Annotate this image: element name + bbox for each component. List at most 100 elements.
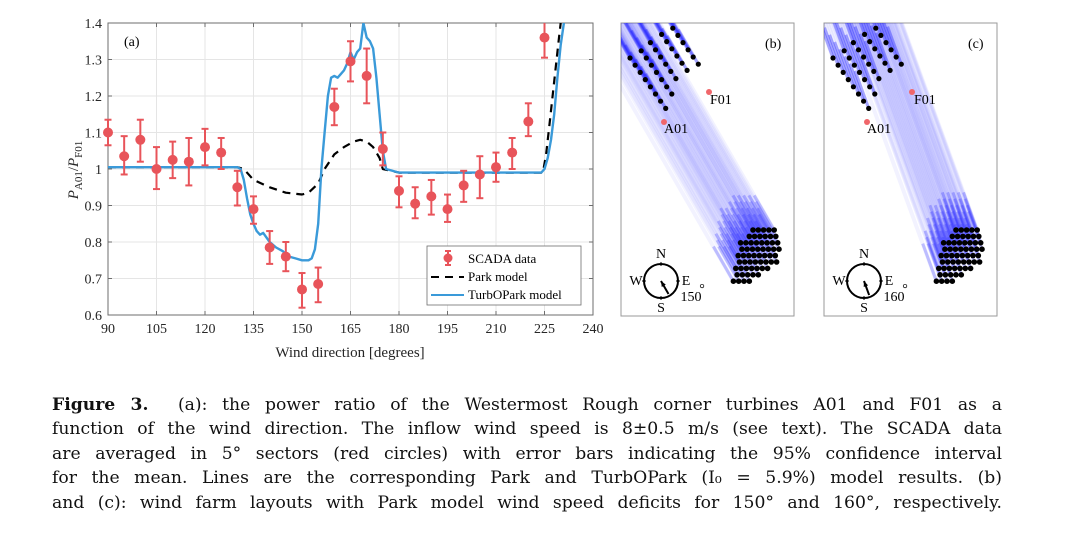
wake-line: [631, 23, 755, 232]
turbine: [764, 240, 770, 246]
wake-line-near: [858, 23, 867, 35]
turbine: [855, 47, 862, 53]
wake-line: [631, 23, 774, 264]
turbine: [893, 54, 899, 60]
wake-line: [626, 23, 664, 81]
scada-point: [313, 266, 324, 304]
turbine: [652, 91, 659, 97]
wake-line: [857, 23, 952, 270]
turbine: [951, 240, 957, 246]
turbine: [642, 77, 648, 83]
caption-line-3: are averaged in 5° sectors (red circles)…: [52, 443, 1002, 464]
turbine: [877, 53, 883, 59]
scada-marker: [345, 56, 356, 67]
turbine: [955, 259, 962, 265]
turbine: [830, 55, 836, 61]
wake-line: [883, 23, 965, 238]
legend-item-scada: SCADA data: [443, 250, 536, 266]
wake-line: [863, 23, 955, 263]
scada-point: [232, 169, 243, 207]
wake-line: [854, 23, 944, 257]
turbine: [846, 55, 852, 61]
wake-line-near: [863, 23, 877, 50]
turbine: [938, 252, 944, 259]
wake-line: [621, 30, 751, 257]
wake-line: [633, 23, 772, 257]
wake-line: [621, 73, 741, 283]
wake-line: [868, 23, 962, 270]
wake-line: [621, 23, 753, 244]
turbine: [664, 84, 670, 90]
scada-point: [135, 118, 146, 163]
wake-line-near: [724, 207, 748, 244]
turbine: [861, 54, 867, 60]
scada-marker: [183, 156, 194, 167]
axes-box: [107, 22, 594, 316]
wake-line: [621, 25, 758, 264]
wake-line: [877, 23, 960, 238]
panel-a-label: (a): [124, 35, 140, 50]
turbine: [647, 40, 654, 46]
turbine: [876, 76, 882, 82]
wake-line: [844, 23, 872, 88]
wake-line: [841, 23, 867, 81]
turbine: [866, 61, 872, 67]
wake-line-near: [839, 27, 856, 66]
turbine: [963, 227, 970, 233]
turbine: [976, 233, 982, 240]
wake-line-near: [844, 34, 861, 73]
x-tick-label: 225: [534, 322, 555, 337]
turbine: [750, 272, 756, 278]
axes: 90 105 120 135 150 165 180 195 210 225 240 0.6 0.7 0.…: [85, 17, 604, 337]
turbine: [746, 278, 753, 285]
turbine: [866, 105, 872, 111]
turbine: [940, 240, 947, 246]
wake-line-near: [637, 23, 652, 44]
legend-label-park: Park model: [468, 269, 528, 284]
turbine: [942, 246, 948, 252]
scada-point: [491, 151, 501, 183]
wake-line: [873, 23, 968, 270]
wake-line: [646, 23, 781, 251]
wake-line: [876, 23, 963, 250]
wake-line: [621, 52, 742, 264]
wake-line: [621, 35, 744, 251]
turbine: [969, 227, 975, 233]
wake-line-near: [861, 23, 872, 43]
turbine: [690, 54, 696, 60]
wake-line-near: [849, 23, 866, 58]
legend-item-park: Park model: [431, 269, 528, 284]
wake-line: [621, 60, 745, 276]
wake-line: [652, 23, 776, 232]
turbine: [751, 233, 758, 240]
wake-line: [893, 23, 978, 244]
turbine: [748, 265, 755, 272]
turbine: [773, 233, 779, 240]
scada-marker: [313, 278, 324, 289]
compass-e-label: E: [682, 274, 691, 289]
turbine: [659, 31, 665, 37]
turbine: [883, 40, 889, 46]
turbine: [976, 259, 983, 265]
turbine: [933, 278, 940, 285]
wake-line: [625, 23, 768, 264]
turbine: [972, 240, 979, 246]
scada-point: [410, 186, 421, 220]
wind-direction-arrowhead: [863, 281, 869, 287]
wake-line-near: [940, 191, 958, 231]
y-tick-label: 1: [95, 163, 102, 178]
turbine: [653, 69, 660, 75]
degree-sign: °: [699, 282, 705, 297]
turbine: [977, 240, 984, 246]
wake-line: [851, 23, 948, 276]
turbine: [887, 67, 893, 73]
wake-line: [881, 23, 968, 250]
turbine: [855, 91, 862, 97]
wake-line: [890, 23, 982, 263]
turbine: [975, 252, 982, 259]
scada-point: [264, 230, 275, 265]
turbine: [867, 39, 873, 45]
wake-line: [880, 23, 970, 257]
caption-line-1-text: (a): the power ratio of the Westermost R…: [177, 395, 1002, 415]
y-tick-label: 0.7: [85, 273, 103, 288]
